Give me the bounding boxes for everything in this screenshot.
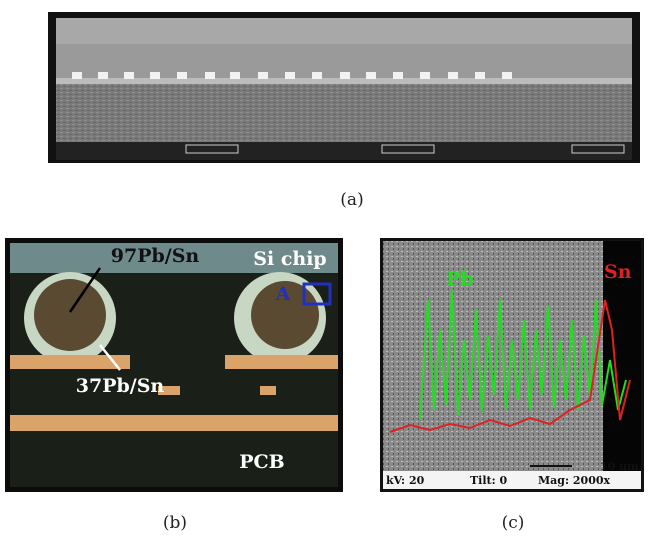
panel-c: Pb Sn 10 um kV: 20 Tilt: 0 Mag: 2000x (c…	[380, 238, 644, 533]
figure: (a) 97Pb/Sn Si chip A 37Pb/Sn PCB (b) Pb	[0, 0, 649, 537]
label: Pb	[446, 268, 474, 290]
label: 97Pb/Sn	[111, 245, 200, 267]
label: 37Pb/Sn	[76, 375, 165, 397]
info: kV: 20	[386, 474, 425, 487]
label: PCB	[239, 451, 284, 473]
caption: (c)	[502, 513, 525, 533]
panel-b: 97Pb/Sn Si chip A 37Pb/Sn PCB (b)	[5, 238, 343, 533]
label: Sn	[604, 261, 632, 283]
caption: (a)	[340, 190, 363, 210]
panel-a: (a)	[48, 12, 640, 210]
scale-label: 10 um	[600, 460, 639, 473]
label: A	[275, 283, 291, 305]
label: Si chip	[253, 248, 326, 270]
info: Tilt: 0	[470, 474, 508, 487]
info: Mag: 2000x	[538, 474, 611, 487]
caption: (b)	[163, 513, 187, 533]
